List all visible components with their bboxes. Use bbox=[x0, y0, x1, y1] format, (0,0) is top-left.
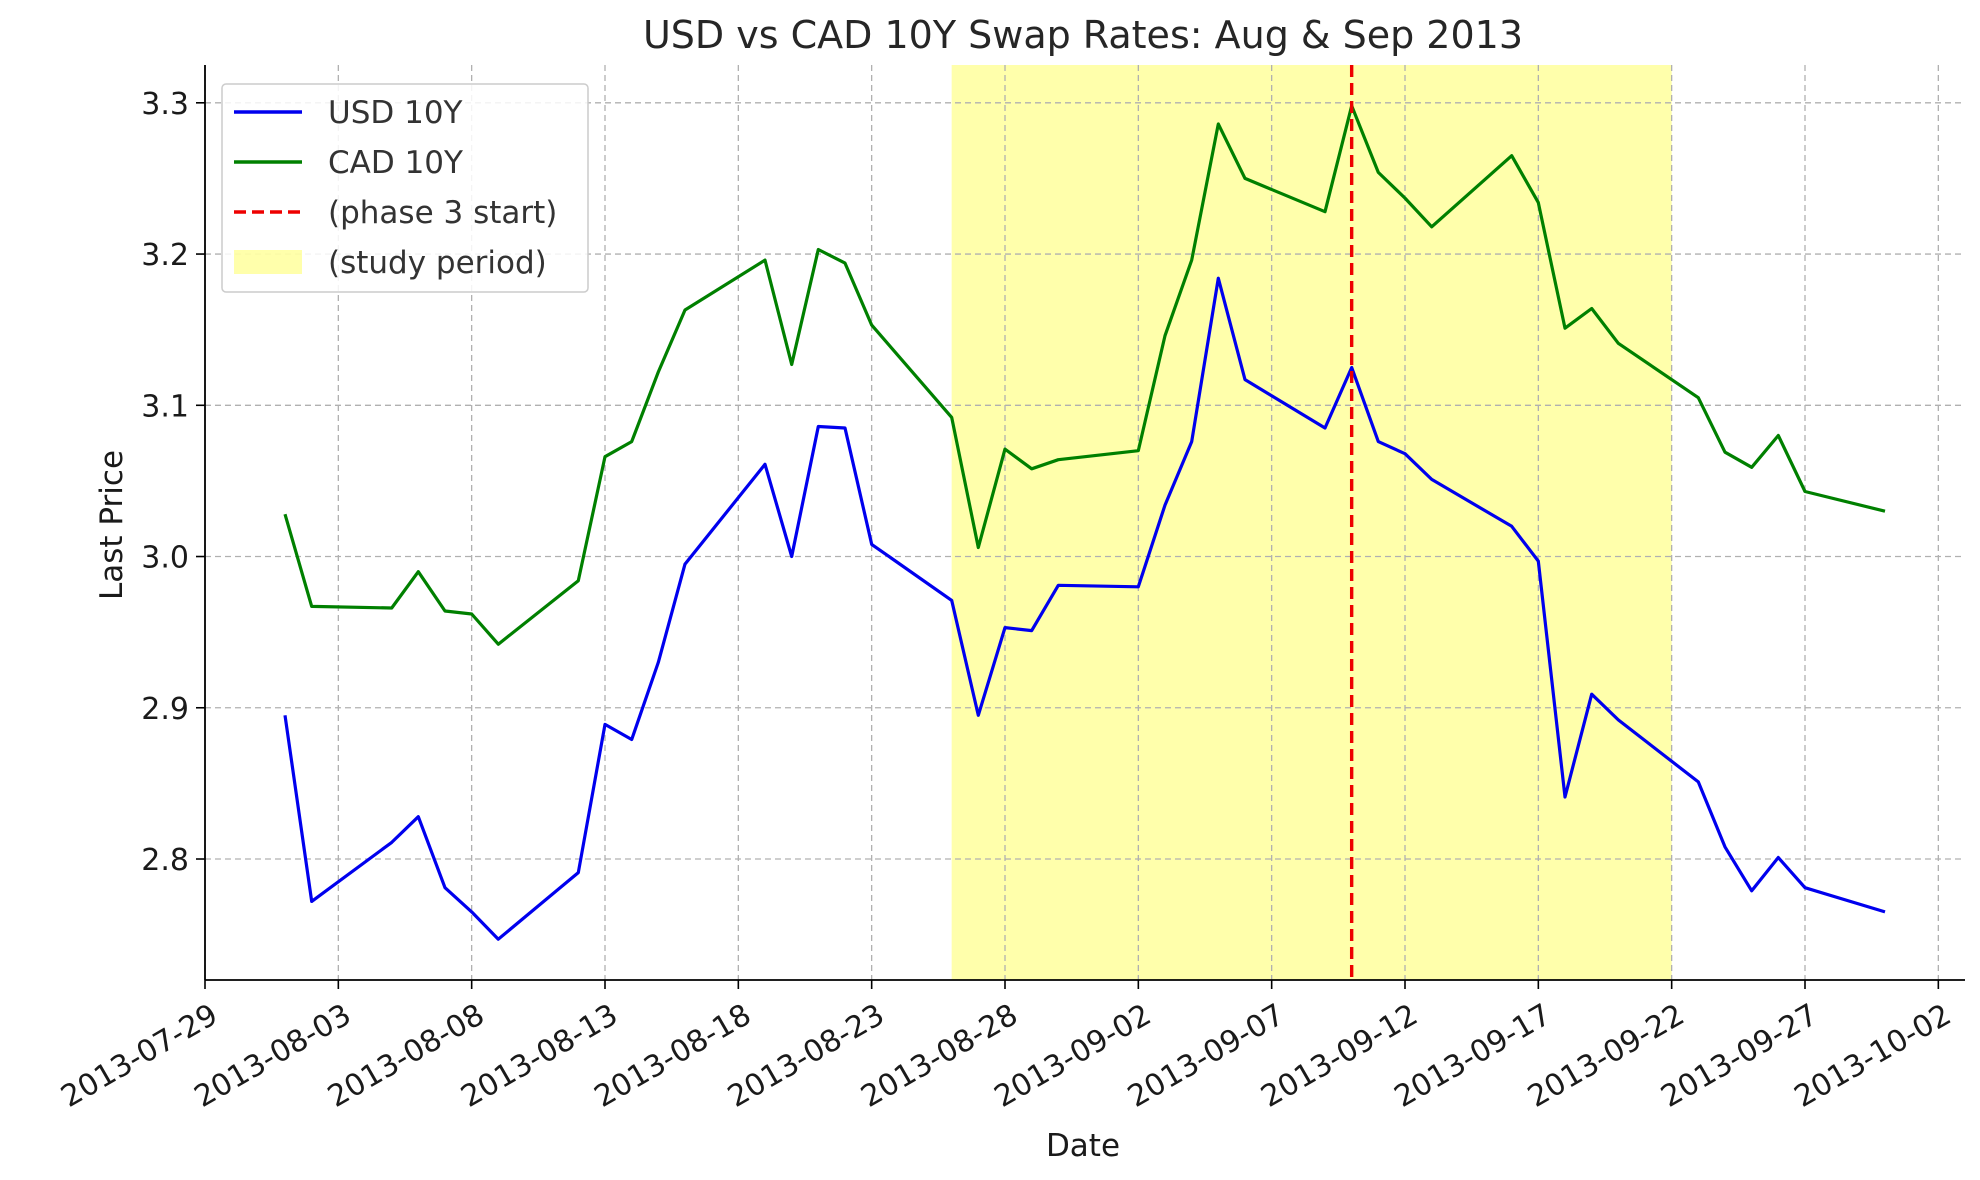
legend-entry-cad: CAD 10Y bbox=[328, 145, 463, 181]
y-tick-label: 3.2 bbox=[141, 238, 189, 273]
legend: USD 10Y CAD 10Y (phase 3 start) (study peri… bbox=[221, 83, 589, 293]
y-tick-label: 3.0 bbox=[141, 541, 189, 576]
series-line-cad-10y bbox=[283, 104, 1886, 646]
y-tick-label: 3.3 bbox=[141, 87, 189, 122]
series-line-usd-10y bbox=[283, 276, 1886, 941]
y-tick-label: 3.1 bbox=[141, 389, 189, 424]
chart-title: USD vs CAD 10Y Swap Rates: Aug & Sep 201… bbox=[643, 13, 1523, 57]
y-tick-label: 2.8 bbox=[141, 843, 189, 878]
x-axis-label: Date bbox=[1046, 1128, 1120, 1164]
legend-entry-study-period: (study period) bbox=[328, 245, 547, 281]
study-period-region bbox=[951, 65, 1672, 980]
legend-entry-usd: USD 10Y bbox=[328, 95, 463, 131]
legend-box bbox=[221, 83, 589, 293]
legend-entry-phase-3: (phase 3 start) bbox=[328, 195, 557, 231]
y-axis-label: Last Price bbox=[94, 450, 130, 600]
legend-swatch bbox=[234, 250, 302, 274]
y-tick-label: 2.9 bbox=[141, 692, 189, 727]
